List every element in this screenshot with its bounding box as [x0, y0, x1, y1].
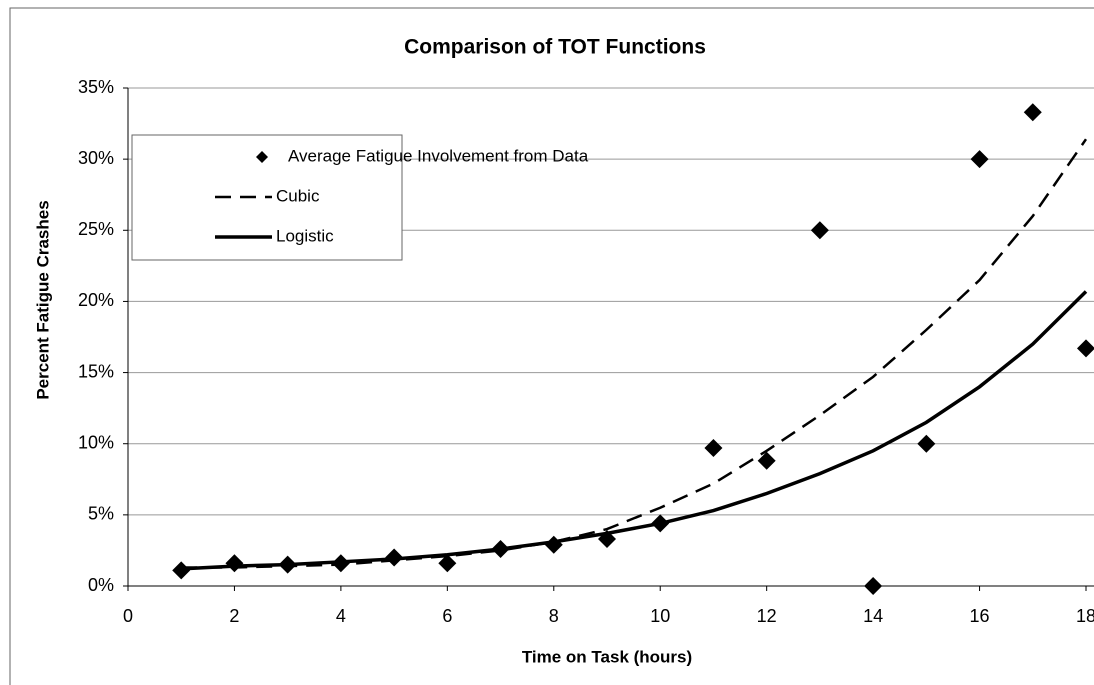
y-tick-label: 25%	[78, 219, 114, 239]
data-point	[864, 577, 883, 595]
data-point	[1077, 339, 1094, 358]
x-tick-label: 10	[650, 606, 670, 626]
legend-label: Average Fatigue Involvement from Data	[288, 146, 589, 165]
y-tick-label: 0%	[88, 575, 114, 595]
chart-frame	[9, 7, 1094, 685]
legend-label: Cubic	[276, 186, 320, 205]
x-tick-label: 8	[549, 606, 559, 626]
x-tick-label: 12	[757, 606, 777, 626]
data-point	[544, 535, 563, 554]
x-tick-label: 6	[442, 606, 452, 626]
x-tick-label: 18	[1076, 606, 1094, 626]
y-tick-label: 20%	[78, 290, 114, 310]
data-point	[1023, 103, 1042, 122]
data-point	[757, 451, 776, 470]
x-tick-label: 4	[336, 606, 346, 626]
y-tick-label: 5%	[88, 504, 114, 524]
x-tick-label: 0	[123, 606, 133, 626]
x-tick-label: 16	[970, 606, 990, 626]
series-line	[181, 290, 1088, 571]
chart-title: Comparison of TOT Functions	[404, 36, 706, 59]
x-axis-label: Time on Task (hours)	[522, 647, 692, 666]
data-point	[438, 554, 457, 573]
y-tick-label: 35%	[78, 77, 114, 97]
y-tick-label: 10%	[78, 432, 114, 452]
y-tick-label: 15%	[78, 361, 114, 381]
data-point	[704, 438, 723, 457]
series-line	[181, 138, 1088, 569]
data-point	[225, 554, 244, 573]
x-tick-label: 2	[229, 606, 239, 626]
y-tick-label: 30%	[78, 148, 114, 168]
legend-marker	[256, 151, 268, 163]
data-point	[810, 221, 829, 240]
x-tick-label: 14	[863, 606, 883, 626]
legend-label: Logistic	[276, 226, 334, 245]
data-point	[917, 434, 936, 453]
data-point	[970, 150, 989, 169]
y-axis-label: Percent Fatigue Crashes	[33, 200, 52, 399]
data-point	[172, 561, 191, 580]
